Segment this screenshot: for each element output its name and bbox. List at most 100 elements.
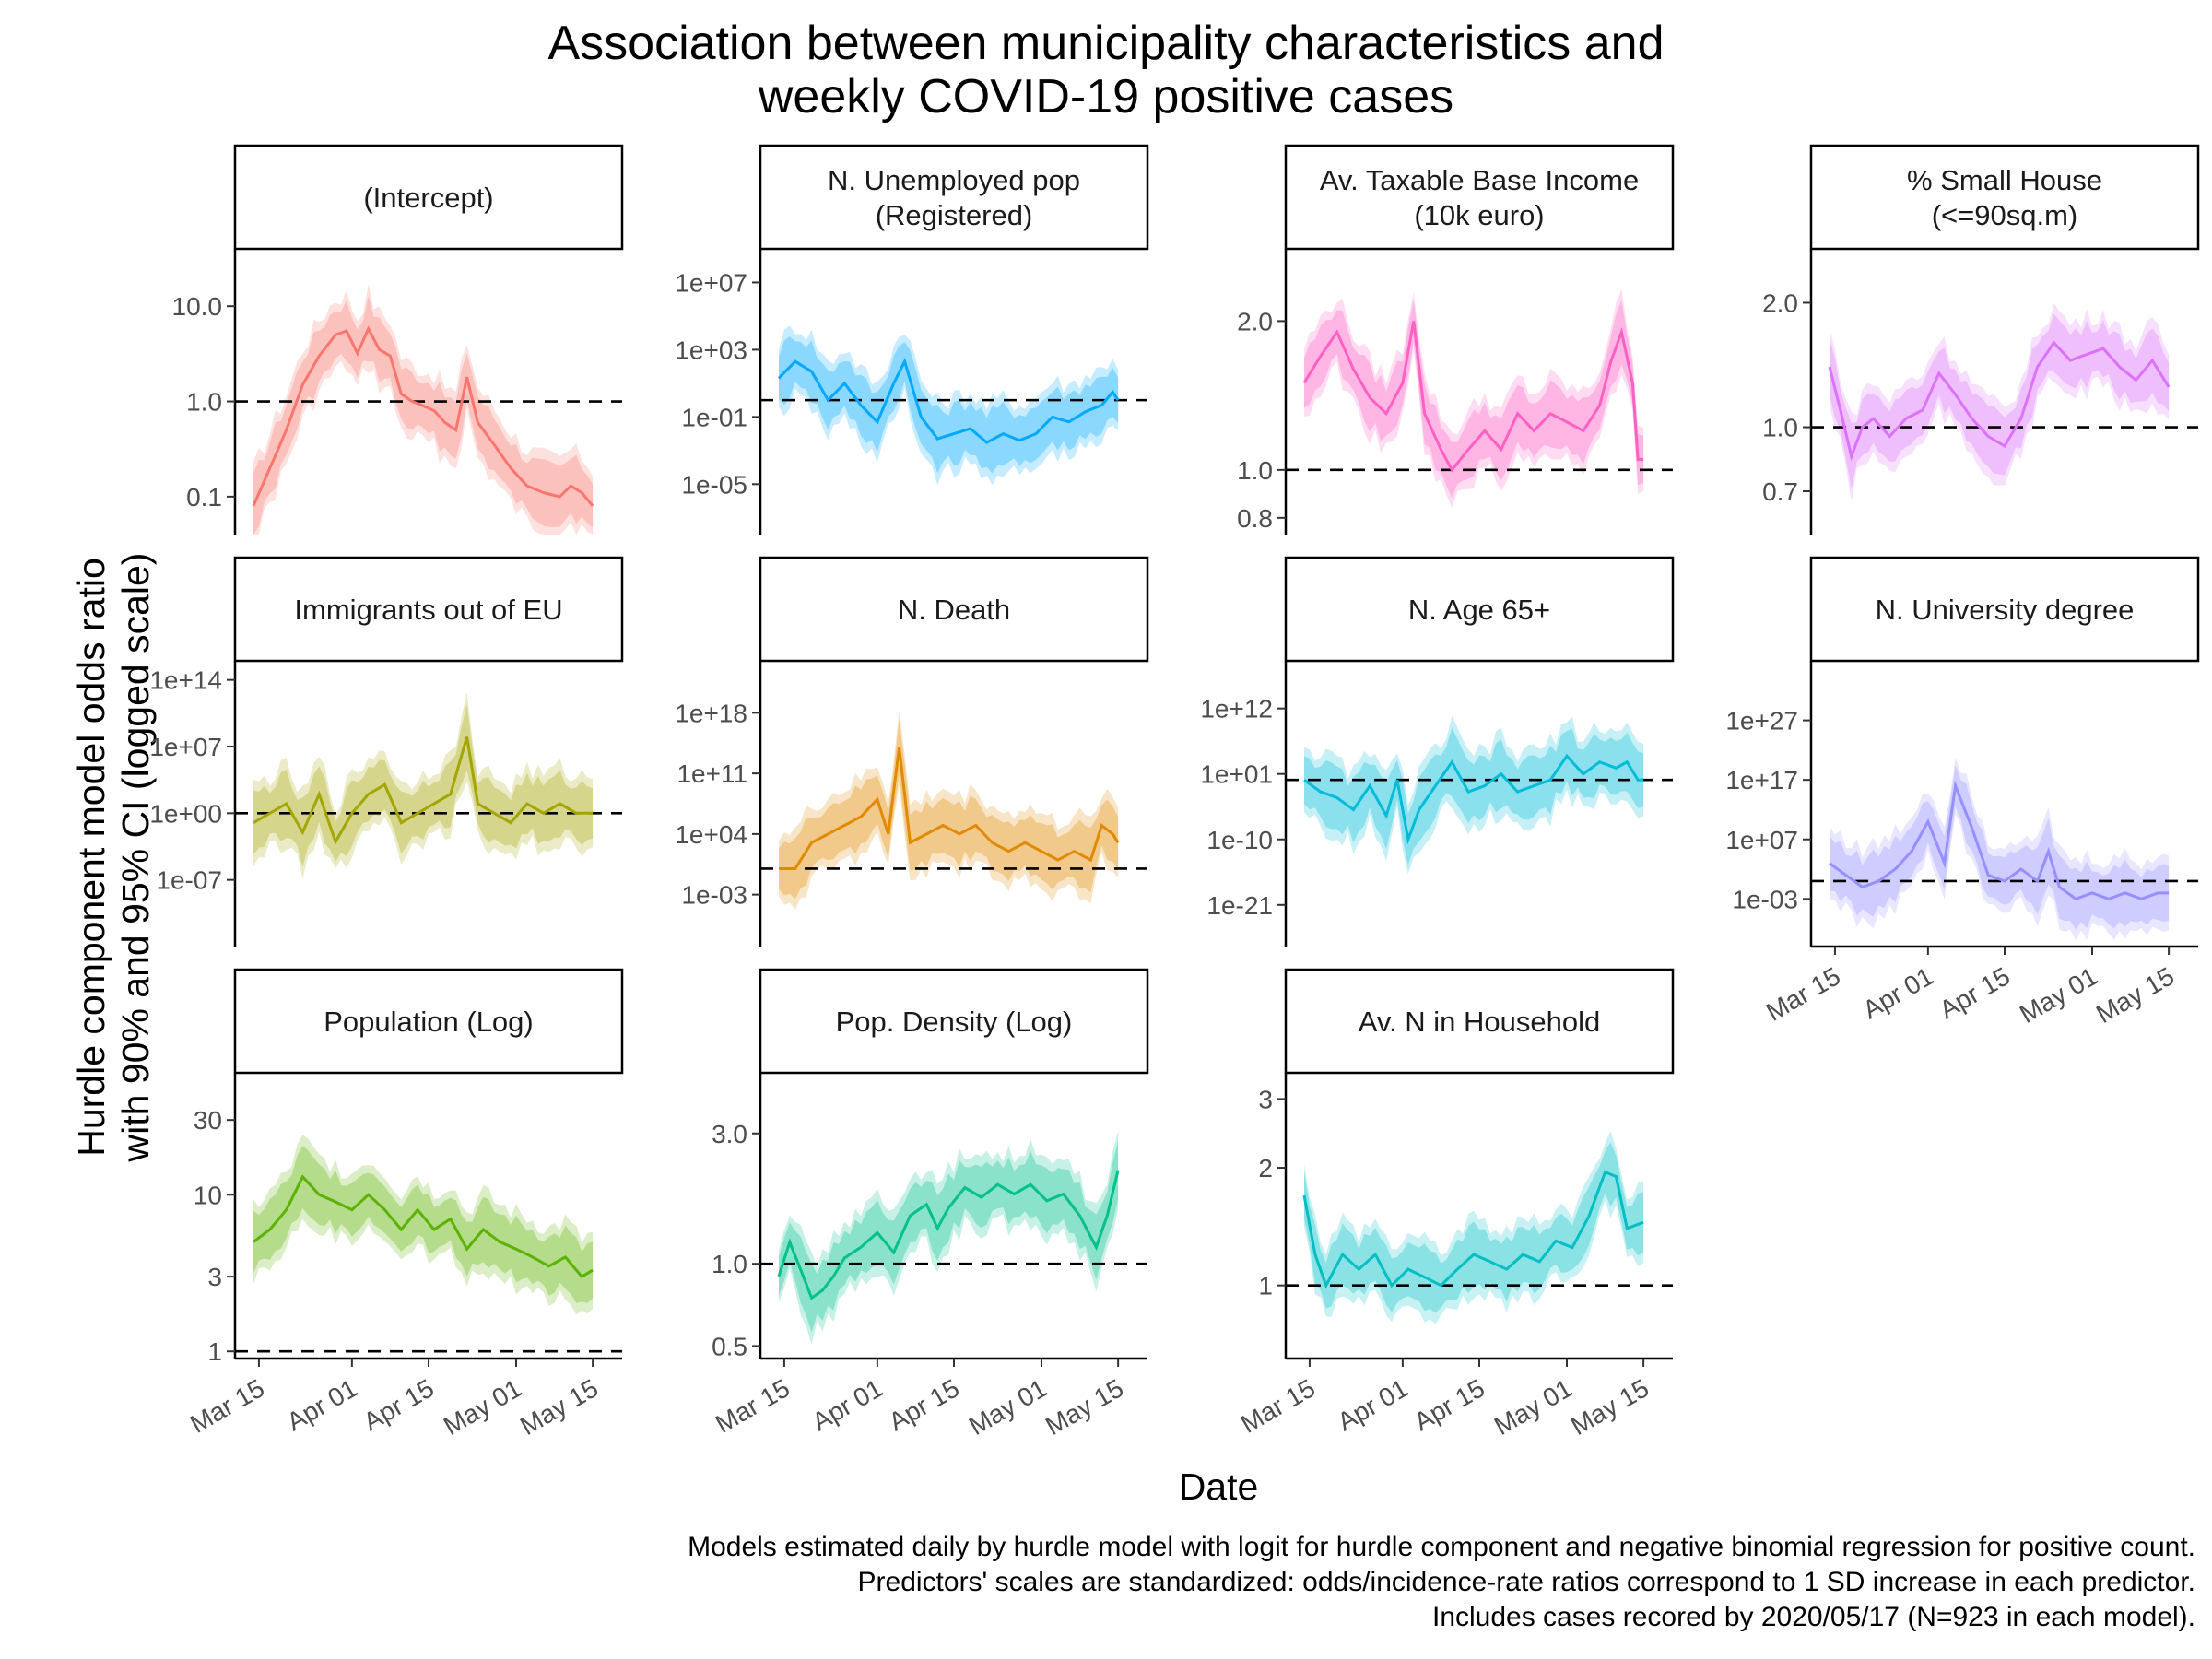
y-tick-label: 3 bbox=[1258, 1085, 1273, 1113]
ci-90-band bbox=[1304, 727, 1644, 865]
ci-95-band bbox=[253, 284, 594, 535]
y-tick-label: 1e+04 bbox=[675, 820, 747, 849]
y-tick-label: 1e+01 bbox=[1200, 760, 1273, 789]
y-tick-label: 1e-05 bbox=[681, 470, 747, 499]
x-tick-label: Apr 15 bbox=[359, 1373, 439, 1436]
y-tick-label: 2.0 bbox=[1237, 307, 1273, 335]
x-axis-label: Date bbox=[1178, 1465, 1259, 1508]
caption-line-2: Predictors' scales are standardized: odd… bbox=[857, 1567, 2195, 1597]
x-tick-label: May 01 bbox=[2015, 961, 2102, 1029]
ci-95-band bbox=[779, 710, 1119, 910]
y-tick-label: 1e+14 bbox=[149, 666, 222, 695]
series-line bbox=[777, 1170, 1120, 1300]
panel-title: N. Age 65+ bbox=[1408, 594, 1550, 626]
x-tick-label: Apr 01 bbox=[282, 1373, 362, 1436]
panel-title: (10k euro) bbox=[1414, 199, 1544, 231]
caption-line-1: Models estimated daily by hurdle model w… bbox=[688, 1532, 2195, 1562]
y-tick-label: 1e+07 bbox=[1725, 826, 1798, 854]
y-tick-label: 1e+11 bbox=[677, 759, 747, 788]
ci-95-band bbox=[779, 325, 1119, 486]
y-tick-label: 1e-10 bbox=[1206, 826, 1273, 854]
x-tick-label: May 15 bbox=[515, 1373, 603, 1441]
x-tick-label: Mar 15 bbox=[1236, 1373, 1320, 1438]
y-tick-label: 1.0 bbox=[186, 388, 222, 417]
panel-strip bbox=[1284, 968, 1675, 1075]
series-line bbox=[1303, 753, 1644, 845]
series-line bbox=[1828, 340, 2171, 462]
chart-title-line-2: weekly COVID-19 positive cases bbox=[758, 70, 1454, 124]
y-tick-label: 1e-01 bbox=[681, 403, 747, 431]
x-tick-label: Apr 01 bbox=[1858, 961, 1938, 1024]
x-tick-label: Mar 15 bbox=[1761, 961, 1845, 1026]
ci-90-band bbox=[253, 1146, 594, 1303]
panel-strip bbox=[759, 556, 1149, 663]
panel-strip bbox=[759, 968, 1149, 1075]
panel-strip bbox=[1284, 556, 1675, 663]
panel-title: Immigrants out of EU bbox=[294, 594, 562, 626]
panel-av-taxable-base-income-10k-euro: Av. Taxable Base Income(10k euro) 0.8 1.0 2… bbox=[1237, 144, 1675, 535]
ci-95-band bbox=[1304, 288, 1644, 508]
panel-title: N. Death bbox=[898, 594, 1010, 626]
series-line bbox=[779, 747, 1120, 870]
x-tick-label: May 01 bbox=[964, 1373, 1052, 1441]
x-tick-label: Mar 15 bbox=[185, 1373, 269, 1438]
panel-title: Pop. Density (Log) bbox=[836, 1006, 1073, 1038]
panel-strip bbox=[233, 968, 624, 1075]
y-tick-label: 3.0 bbox=[712, 1120, 747, 1148]
y-tick-label: 1e-07 bbox=[156, 866, 222, 895]
panel-title: N. Unemployed pop bbox=[828, 164, 1080, 196]
panel-n-university-degree: N. University degree 1e-03 1e+07 1e+17 1e+27… bbox=[1725, 556, 2200, 1029]
panel-strip bbox=[1284, 144, 1675, 251]
panel-intercept: (Intercept) 0.1 1.0 10.0 bbox=[172, 144, 624, 535]
panel-title: Av. N in Household bbox=[1359, 1006, 1601, 1038]
y-tick-label: 1e+07 bbox=[675, 268, 747, 297]
series-line bbox=[253, 1174, 594, 1279]
x-tick-label: Mar 15 bbox=[711, 1373, 794, 1438]
panel-title: (Intercept) bbox=[363, 182, 493, 214]
panel-strip bbox=[233, 556, 624, 663]
panel-title: (<=90sq.m) bbox=[1932, 199, 2078, 231]
ci-90-band bbox=[253, 703, 594, 867]
y-tick-label: 1e+27 bbox=[1725, 707, 1798, 735]
y-tick-label: 1 bbox=[1258, 1272, 1273, 1300]
y-tick-label: 1.0 bbox=[1762, 414, 1798, 442]
ci-90-band bbox=[779, 336, 1119, 474]
caption-line-3: Includes cases recored by 2020/05/17 (N=… bbox=[1431, 1602, 2195, 1632]
y-tick-label: 1.0 bbox=[1237, 456, 1273, 485]
panel-pop-density-log: Pop. Density (Log) 0.5 1.0 3.0 Mar 15 Apr 01A… bbox=[711, 968, 1149, 1441]
chart-title-line-1: Association between municipality charact… bbox=[547, 17, 1665, 70]
ci-95-band bbox=[253, 692, 594, 879]
y-tick-label: 1e-03 bbox=[1732, 885, 1798, 913]
ci-90-band bbox=[1304, 300, 1644, 499]
y-tick-label: 1e-21 bbox=[1206, 891, 1273, 920]
x-tick-label: Apr 01 bbox=[807, 1373, 888, 1436]
x-tick-label: Apr 15 bbox=[1935, 961, 2015, 1024]
panel-title: % Small House bbox=[1907, 164, 2102, 196]
series-line bbox=[1302, 1170, 1644, 1289]
x-tick-label: May 01 bbox=[439, 1373, 526, 1441]
y-tick-label: 1e+00 bbox=[149, 799, 222, 828]
x-tick-label: May 15 bbox=[2091, 961, 2179, 1029]
y-tick-label: 10 bbox=[194, 1181, 222, 1209]
y-tick-label: 0.5 bbox=[712, 1332, 747, 1360]
series-line bbox=[253, 736, 594, 845]
ci-95-band bbox=[1830, 303, 2170, 501]
y-tick-label: 1e+17 bbox=[1725, 766, 1798, 794]
x-tick-label: Apr 01 bbox=[1333, 1373, 1413, 1436]
panel-small-house-90sq-m: % Small House(<=90sq.m) 0.7 1.0 2.0 bbox=[1762, 144, 2200, 535]
x-tick-label: May 15 bbox=[1041, 1373, 1128, 1441]
y-tick-label: 1e+03 bbox=[675, 335, 747, 364]
panel-title: Population (Log) bbox=[324, 1006, 534, 1038]
series-line bbox=[1302, 321, 1644, 473]
panel-title: Av. Taxable Base Income bbox=[1320, 164, 1639, 196]
ci-95-band bbox=[253, 1135, 594, 1315]
ci-90-band bbox=[253, 296, 594, 535]
y-tick-label: 2.0 bbox=[1762, 288, 1798, 317]
ci-90-band bbox=[779, 719, 1119, 900]
panel-immigrants-out-of-eu: Immigrants out of EU 1e-07 1e+00 1e+07 1e+14 bbox=[149, 556, 624, 947]
panel-title: N. University degree bbox=[1876, 594, 2135, 626]
panel-strip bbox=[1809, 556, 2200, 663]
y-tick-label: 1 bbox=[207, 1337, 222, 1366]
